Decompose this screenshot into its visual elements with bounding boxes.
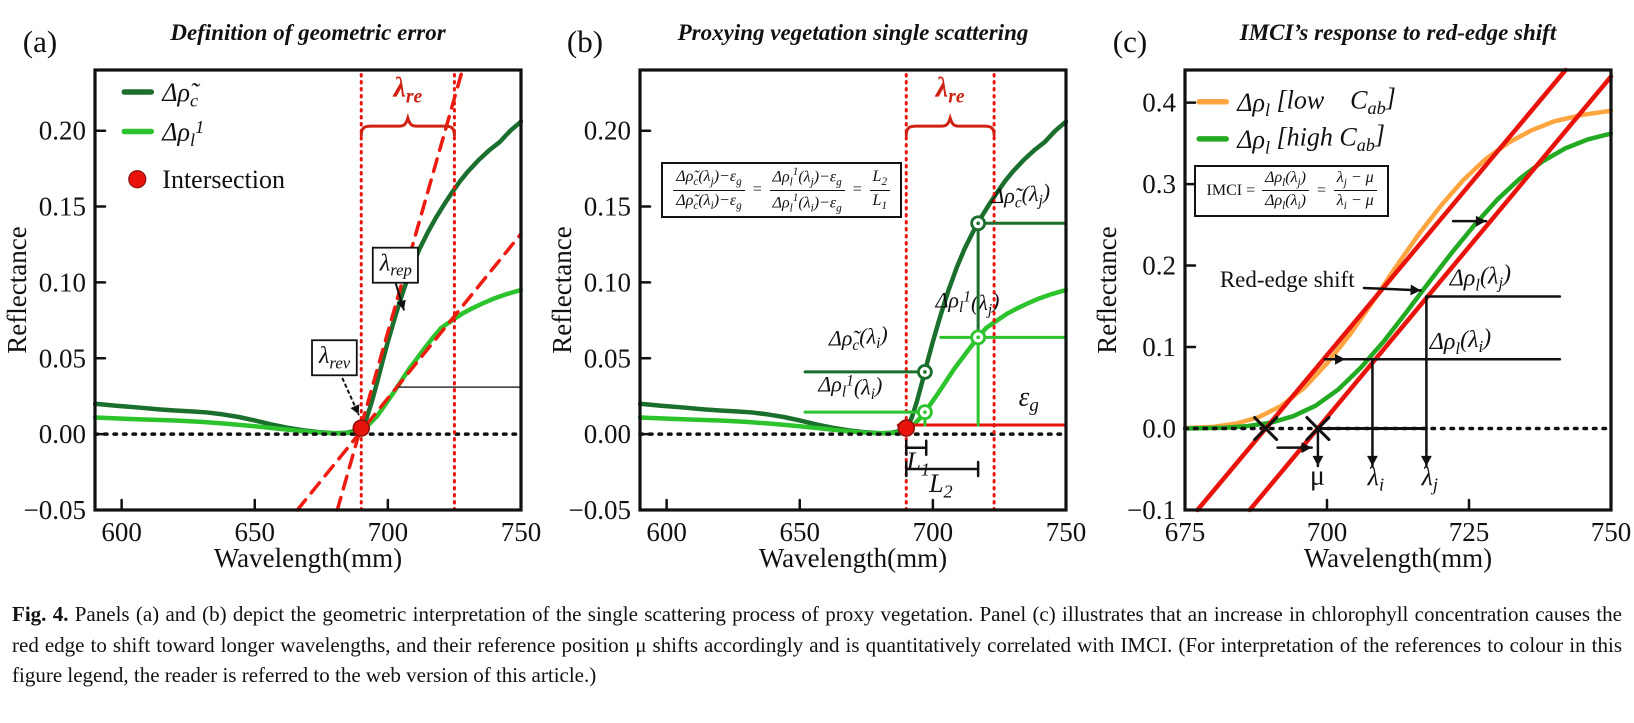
- panels-row: (a) Definition of geometric error Reflecta…: [0, 0, 1634, 585]
- y-axis-label: Reflectance: [547, 226, 577, 353]
- panel-label: (a): [23, 24, 57, 59]
- panel-c: (c) IMCI’s response to red-edge shift Refl…: [1090, 0, 1634, 585]
- y-tick-label: −0.05: [24, 495, 86, 525]
- annotation-text: λj: [1421, 462, 1438, 494]
- annotation-text: Δρ̃c(λi): [828, 321, 888, 354]
- intersection-dot: [897, 419, 915, 437]
- annotation-text: εg: [1019, 381, 1039, 416]
- plot-frame: [638, 68, 1068, 512]
- y-tick-label: 0.2: [1142, 251, 1176, 281]
- series-curve: [93, 119, 523, 436]
- axes: 600 650 700 750 −0.05 0.00 0.05 0.10 0.15 0.20: [24, 116, 542, 547]
- legend-label: Intersection: [162, 165, 285, 194]
- y-tick-label: 0.10: [584, 267, 631, 297]
- y-tick-label: 0.15: [584, 192, 631, 222]
- caption-tag: Fig. 4.: [12, 602, 69, 626]
- annotation-text: λre: [392, 73, 422, 108]
- x-tick-label: 600: [101, 517, 142, 547]
- series-curve: [638, 119, 1068, 436]
- panel-label: (c): [1113, 24, 1147, 59]
- axes: 600 650 700 750 −0.05 0.00 0.05 0.10 0.15 0.20: [569, 116, 1087, 547]
- annotations: Δρl(λi) Δρl(λj) Red-edge shift μ λi λj: [1183, 67, 1614, 513]
- y-tick-label: 0.0: [1142, 414, 1176, 444]
- axes: 675 700 725 750 −0.1 0.0 0.1 0.2 0.3 0.4: [1127, 88, 1631, 547]
- y-tick-label: −0.05: [569, 495, 631, 525]
- formula-box: IMCI = Δρl(λj) Δρl(λi) = λj − μ λi − μ: [1193, 164, 1389, 217]
- legend-label: Δρl [high Cab]: [1236, 120, 1385, 157]
- x-tick-label: 750: [1591, 517, 1632, 547]
- y-tick-label: 0.20: [584, 116, 631, 146]
- chart-b: (b) Proxying vegetation single scattering…: [545, 0, 1089, 585]
- x-tick-label: 725: [1449, 517, 1490, 547]
- x-tick-label: 675: [1165, 517, 1206, 547]
- formula-box: Δρ̃c(λj)−εg Δρ̃c(λi)−εg = Δρl1(λj)−εg Δρl1(λ…: [661, 161, 903, 219]
- annotation-text: Δρl(λi): [1429, 325, 1491, 358]
- chart-c: (c) IMCI’s response to red-edge shift Refl…: [1090, 0, 1634, 585]
- panel-title: IMCI’s response to red-edge shift: [1239, 20, 1557, 45]
- boxed-label: λrep: [379, 251, 412, 280]
- annotation-text: Δρ̃c(λj): [990, 179, 1050, 212]
- plot-frame: [1183, 68, 1613, 512]
- legend-item: Intersection: [128, 165, 285, 194]
- annotation-text: L2: [928, 469, 953, 501]
- x-axis-label: Wavelength(mm): [759, 543, 947, 573]
- y-axis-label: Reflectance: [1092, 226, 1122, 353]
- series-curve: [1183, 108, 1613, 431]
- y-axis-label: Reflectance: [2, 226, 32, 353]
- y-tick-label: 0.05: [39, 343, 86, 373]
- intersection-dot: [352, 419, 370, 437]
- caption-text: Panels (a) and (b) depict the geometric …: [12, 602, 1622, 688]
- annotation-text: μ: [1310, 461, 1325, 492]
- x-tick-label: 700: [368, 517, 409, 547]
- annotation-text: Δρl(λj): [1449, 261, 1511, 294]
- x-axis-label: Wavelength(mm): [1304, 543, 1492, 573]
- x-axis-label: Wavelength(mm): [214, 543, 402, 573]
- y-tick-label: 0.1: [1142, 332, 1176, 362]
- y-tick-label: 0.4: [1142, 88, 1176, 118]
- range-brace: [359, 113, 456, 137]
- legend-item: Δρl1: [121, 117, 204, 150]
- figure-4: (a) Definition of geometric error Reflecta…: [0, 0, 1634, 691]
- panel-title: Proxying vegetation single scattering: [677, 20, 1029, 45]
- x-tick-label: 700: [1307, 517, 1348, 547]
- annotations: λre λrep λrev: [93, 68, 523, 512]
- annotations: λreεgΔρ̃c(λi)Δρl1(λi)Δρl1(λj)Δρ̃c(λj)L1L…: [638, 68, 1068, 512]
- x-tick-label: 650: [780, 517, 821, 547]
- annotation-text: Red-edge shift: [1220, 267, 1355, 292]
- legend-item: Δρl [low Cab]: [1196, 83, 1396, 120]
- panel-label: (b): [567, 24, 603, 59]
- annotation-text: Δρl1(λi): [817, 372, 882, 403]
- series-curve: [93, 287, 523, 436]
- boxed-label: λrev: [318, 343, 351, 372]
- y-tick-label: 0.05: [584, 343, 631, 373]
- x-tick-label: 600: [646, 517, 687, 547]
- annotation-text: λi: [1367, 462, 1384, 494]
- x-tick-label: 750: [501, 517, 542, 547]
- y-tick-label: 0.00: [39, 419, 86, 449]
- y-tick-label: 0.3: [1142, 169, 1176, 199]
- y-tick-label: 0.00: [584, 419, 631, 449]
- annotation-text: λre: [935, 73, 965, 108]
- panel-a: (a) Definition of geometric error Reflecta…: [0, 0, 544, 585]
- y-tick-label: −0.1: [1127, 495, 1176, 525]
- x-tick-label: 650: [235, 517, 276, 547]
- legend-label: Δρl [low Cab]: [1236, 83, 1396, 120]
- y-tick-label: 0.15: [39, 192, 86, 222]
- annotation-text: Δρl1(λj): [935, 287, 1000, 318]
- range-brace: [904, 113, 996, 137]
- x-tick-label: 750: [1046, 517, 1087, 547]
- panel-b: (b) Proxying vegetation single scattering…: [545, 0, 1089, 585]
- panel-title: Definition of geometric error: [169, 20, 446, 45]
- chart-a: (a) Definition of geometric error Reflecta…: [0, 0, 544, 585]
- figure-caption: Fig. 4. Panels (a) and (b) depict the ge…: [12, 599, 1622, 691]
- plot-frame: [93, 68, 523, 512]
- series-group: [93, 119, 523, 436]
- legend-item: Δρl [high Cab]: [1196, 120, 1385, 157]
- y-tick-label: 0.10: [39, 267, 86, 297]
- y-tick-label: 0.20: [39, 116, 86, 146]
- x-tick-label: 700: [913, 517, 954, 547]
- legend-label: Δρl1: [161, 117, 204, 150]
